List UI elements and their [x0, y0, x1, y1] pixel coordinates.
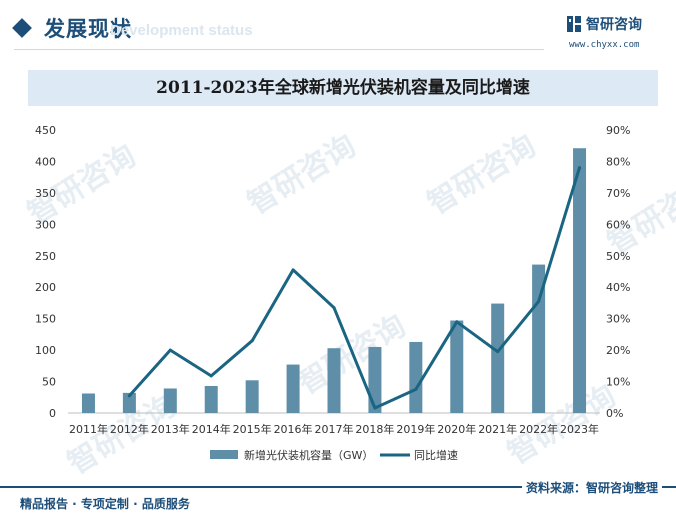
diamond-icon: [12, 18, 32, 38]
y-left-tick-label: 200: [35, 281, 56, 294]
bar: [327, 348, 341, 413]
y-left-tick-label: 50: [42, 376, 56, 389]
y-right-tick-label: 0%: [606, 407, 623, 420]
bar: [286, 364, 300, 413]
y-left-tick-label: 400: [35, 155, 56, 168]
x-tick-label: 2011年: [69, 422, 108, 436]
line-point: [578, 166, 582, 170]
legend-label: 新增光伏装机容量（GW）: [244, 448, 373, 462]
x-tick-label: 2013年: [151, 422, 190, 436]
y-left-tick-label: 100: [35, 344, 56, 357]
logo-name: 智研咨询: [586, 17, 642, 33]
bar: [163, 388, 177, 413]
x-tick-label: 2020年: [437, 422, 476, 436]
bar: [122, 392, 136, 413]
chart-title: 2011-2023年全球新增光伏装机容量及同比增速: [156, 78, 530, 98]
y-right-tick-label: 60%: [606, 218, 630, 231]
line-point: [496, 350, 500, 354]
y-right-tick-label: 40%: [606, 281, 630, 294]
y-right-tick-label: 10%: [606, 376, 630, 389]
bar: [450, 320, 464, 413]
line-point: [209, 374, 213, 378]
x-tick-label: 2014年: [192, 422, 231, 436]
line-point: [332, 306, 336, 310]
bar: [573, 148, 587, 413]
bar: [491, 303, 505, 413]
x-tick-label: 2018年: [355, 422, 394, 436]
y-right-tick-label: 80%: [606, 155, 630, 168]
y-left-tick-label: 250: [35, 250, 56, 263]
header-divider: [14, 49, 544, 50]
chart-title-bar: 2011-2023年全球新增光伏装机容量及同比增速: [28, 70, 658, 106]
line-point: [250, 339, 254, 343]
y-left-tick-label: 300: [35, 218, 56, 231]
y-right-tick-label: 90%: [606, 124, 630, 137]
bar: [409, 341, 423, 413]
x-tick-label: 2019年: [396, 422, 435, 436]
x-tick-label: 2021年: [478, 422, 517, 436]
y-right-tick-label: 70%: [606, 187, 630, 200]
footer-tagline: 精品报告 · 专项定制 · 品质服务: [20, 497, 190, 511]
y-left-tick-label: 450: [35, 124, 56, 137]
y-right-tick-label: 50%: [606, 250, 630, 263]
legend-swatch-bar: [210, 450, 238, 459]
x-tick-label: 2016年: [274, 422, 313, 436]
y-right-tick-label: 20%: [606, 344, 630, 357]
bar: [368, 346, 382, 413]
chart: 0 50 100 150 200 250 300 350 400 450 0% 10% 20% 30% 40…: [35, 124, 630, 462]
bar: [532, 264, 546, 413]
line-point: [455, 320, 459, 324]
line-point: [168, 348, 172, 352]
line-point: [291, 268, 295, 272]
y-left-tick-label: 0: [49, 407, 56, 420]
bar: [245, 380, 259, 413]
x-tick-label: 2023年: [560, 422, 599, 436]
y-right-tick-label: 30%: [606, 313, 630, 326]
x-tick-label: 2017年: [315, 422, 354, 436]
section-header: 发展现状 Development status 智研咨询 www.chyxx.c…: [0, 0, 676, 62]
section-subtitle-en: Development status: [110, 22, 253, 39]
footer-source: 资料来源：智研咨询整理: [521, 481, 662, 495]
line-point: [373, 406, 377, 410]
line-point: [127, 394, 131, 398]
x-tick-label: 2012年: [110, 422, 149, 436]
brand-logo: 智研咨询 www.chyxx.com: [566, 13, 666, 53]
y-left-tick-label: 350: [35, 187, 56, 200]
bar: [204, 385, 218, 413]
section-title: 发展现状: [44, 17, 132, 41]
legend-label: 同比增速: [414, 448, 458, 462]
bar: [81, 393, 95, 413]
growth-rate-line: [127, 166, 581, 410]
line-point: [414, 387, 418, 391]
line-point: [537, 299, 541, 303]
logo-mark-icon: [567, 16, 581, 32]
footer-divider: [0, 486, 676, 488]
x-tick-label: 2015年: [233, 422, 272, 436]
y-left-tick-label: 150: [35, 313, 56, 326]
x-tick-label: 2022年: [519, 422, 558, 436]
logo-url: www.chyxx.com: [569, 40, 640, 50]
